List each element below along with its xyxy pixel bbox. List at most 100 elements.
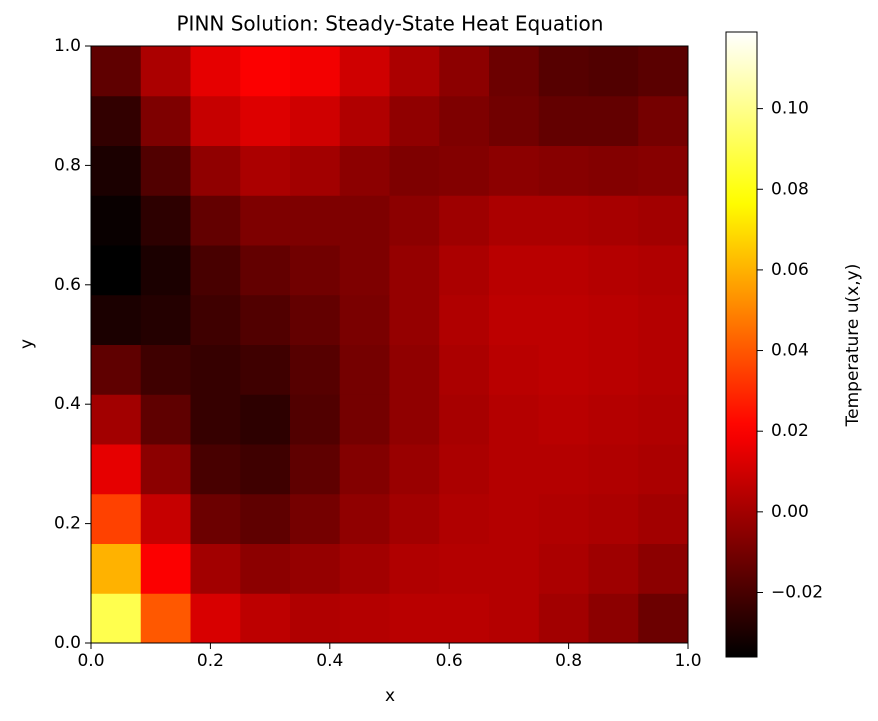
heat-cell: [190, 344, 241, 395]
heat-cell: [489, 394, 540, 445]
heat-cell: [588, 444, 639, 495]
heat-cell: [91, 145, 142, 196]
heat-cell: [140, 195, 191, 246]
heat-cell: [588, 493, 639, 544]
heat-cell: [588, 543, 639, 594]
x-tick-label: 0.2: [197, 651, 224, 671]
heat-cell: [439, 344, 490, 395]
heat-cell: [91, 245, 142, 296]
heat-cell: [91, 394, 142, 445]
heat-cell: [339, 46, 390, 97]
heat-cell: [190, 145, 241, 196]
heat-cell: [439, 195, 490, 246]
colorbar: [725, 31, 758, 658]
heat-cell: [290, 46, 341, 97]
heat-cell: [538, 394, 589, 445]
colorbar-tick-label: 0.02: [771, 421, 809, 441]
heat-cell: [489, 294, 540, 345]
heat-cell: [190, 46, 241, 97]
heat-cell: [240, 145, 291, 196]
heat-cell: [638, 145, 689, 196]
heat-cell: [489, 46, 540, 97]
heat-cell: [290, 245, 341, 296]
y-tick-label: 1.0: [54, 36, 81, 56]
heat-cell: [538, 593, 589, 644]
heat-cell: [638, 543, 689, 594]
heat-cell: [489, 245, 540, 296]
heat-cell: [538, 245, 589, 296]
heat-cell: [638, 195, 689, 246]
x-tick-label: 0.4: [316, 651, 343, 671]
y-tick-label: 0.0: [54, 633, 81, 653]
heat-cell: [339, 593, 390, 644]
colorbar-tick-label: 0.06: [771, 260, 809, 280]
heat-cell: [588, 294, 639, 345]
heat-cell: [91, 46, 142, 97]
heat-cell: [190, 294, 241, 345]
x-tick-label: 0.0: [77, 651, 104, 671]
heat-cell: [389, 145, 440, 196]
x-tick-label: 1.0: [674, 651, 701, 671]
heat-cell: [439, 394, 490, 445]
heat-cell: [588, 145, 639, 196]
heat-cell: [190, 245, 241, 296]
heat-cell: [439, 444, 490, 495]
heat-cell: [240, 543, 291, 594]
heat-cell: [538, 294, 589, 345]
x-tick-label: 0.8: [555, 651, 582, 671]
heat-cell: [91, 543, 142, 594]
heat-cell: [190, 543, 241, 594]
heat-cell: [538, 145, 589, 196]
heat-cell: [240, 46, 291, 97]
heat-cell: [290, 95, 341, 146]
heat-cell: [489, 195, 540, 246]
heat-cell: [638, 493, 689, 544]
heat-cell: [290, 294, 341, 345]
heat-cell: [538, 95, 589, 146]
heat-cell: [538, 493, 589, 544]
heat-cell: [240, 444, 291, 495]
heat-cell: [439, 294, 490, 345]
heat-cell: [91, 195, 142, 246]
heat-cell: [339, 444, 390, 495]
heat-cell: [389, 394, 440, 445]
x-axis-label: x: [385, 686, 395, 706]
heat-cell: [240, 493, 291, 544]
heat-cell: [588, 593, 639, 644]
heat-cell: [240, 394, 291, 445]
heat-cell: [638, 294, 689, 345]
heat-cell: [339, 344, 390, 395]
x-tick-label: 0.6: [436, 651, 463, 671]
heat-cell: [489, 95, 540, 146]
heat-cell: [190, 195, 241, 246]
heat-cell: [538, 195, 589, 246]
heat-cell: [140, 394, 191, 445]
heat-cell: [91, 493, 142, 544]
heat-cell: [290, 195, 341, 246]
heat-cell: [638, 593, 689, 644]
heat-cell: [290, 444, 341, 495]
heat-cell: [588, 394, 639, 445]
heat-cell: [240, 344, 291, 395]
heat-cell: [389, 95, 440, 146]
colorbar-tick-label: 0.08: [771, 179, 809, 199]
heat-cell: [389, 444, 440, 495]
heat-cell: [339, 493, 390, 544]
y-tick-label: 0.8: [54, 155, 81, 175]
heat-cell: [389, 46, 440, 97]
heat-cell: [190, 444, 241, 495]
heat-cell: [140, 46, 191, 97]
heat-cell: [91, 593, 142, 644]
heat-cell: [538, 543, 589, 594]
heat-cell: [290, 493, 341, 544]
heat-cell: [240, 245, 291, 296]
heat-cell: [91, 294, 142, 345]
heat-cell: [290, 543, 341, 594]
heat-cell: [240, 195, 291, 246]
heat-cell: [439, 245, 490, 296]
heat-cell: [489, 493, 540, 544]
heat-cell: [439, 46, 490, 97]
heat-cell: [638, 394, 689, 445]
heat-cell: [91, 344, 142, 395]
